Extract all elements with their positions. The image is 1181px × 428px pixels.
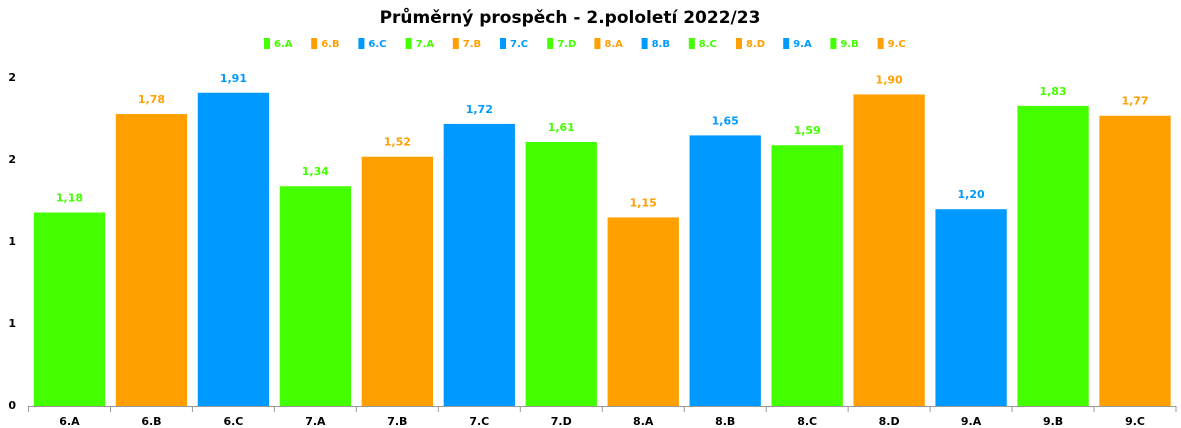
legend-label: 7.A	[416, 39, 435, 50]
bar	[1017, 105, 1089, 406]
bar	[361, 156, 433, 406]
y-tick-label: 2	[8, 71, 16, 84]
legend-swatch	[877, 38, 884, 49]
data-label: 1,78	[138, 93, 165, 106]
legend-swatch	[405, 38, 412, 49]
x-tick-label: 7.D	[551, 415, 572, 428]
y-tick-label: 1	[8, 317, 16, 330]
y-tick-label: 1	[8, 235, 16, 248]
data-label: 1,72	[466, 103, 493, 116]
bar	[607, 217, 679, 406]
data-label: 1,65	[712, 114, 739, 127]
legend-swatch	[311, 38, 318, 49]
bar	[771, 145, 843, 407]
data-label: 1,77	[1121, 95, 1148, 108]
legend-label: 9.C	[888, 39, 906, 50]
x-tick-label: 7.C	[469, 415, 489, 428]
legend-swatch	[358, 38, 365, 49]
legend-label: 6.C	[368, 39, 386, 50]
bar	[853, 94, 925, 407]
data-label: 1,61	[548, 121, 575, 134]
legend-swatch	[641, 38, 648, 49]
bar	[279, 186, 352, 406]
legend-label: 6.B	[321, 39, 339, 50]
x-tick-label: 9.B	[1043, 415, 1063, 428]
data-label: 1,18	[56, 191, 83, 204]
data-label: 1,59	[794, 124, 821, 137]
legend-swatch	[452, 38, 459, 49]
legend-label: 9.B	[840, 39, 858, 50]
bar	[935, 209, 1007, 406]
legend-label: 9.A	[793, 39, 812, 50]
legend-swatch	[500, 38, 506, 49]
bar	[33, 212, 106, 406]
chart-title: Průměrný prospěch - 2.pololetí 2022/23	[380, 6, 761, 28]
legend-label: 8.B	[652, 39, 670, 50]
legend-swatch	[594, 38, 601, 49]
data-label: 1,34	[302, 165, 329, 178]
legend-swatch	[783, 38, 790, 49]
bar	[443, 123, 515, 407]
legend-label: 6.A	[274, 39, 293, 50]
x-tick-label: 8.A	[633, 415, 654, 428]
x-tick-label: 6.B	[141, 415, 161, 428]
bar	[525, 141, 597, 406]
x-tick-label: 6.A	[59, 415, 80, 428]
bar	[689, 135, 761, 406]
legend-swatch	[547, 38, 554, 49]
data-label: 1,52	[384, 136, 411, 149]
data-label: 1,83	[1039, 85, 1066, 98]
data-label: 1,91	[220, 72, 247, 85]
legend-swatch	[688, 38, 695, 49]
legend-label: 7.D	[557, 39, 576, 50]
legend-label: 7.B	[463, 39, 481, 50]
x-tick-label: 8.B	[715, 415, 735, 428]
x-tick-label: 8.D	[879, 415, 900, 428]
legend-label: 8.A	[604, 39, 623, 50]
data-label: 1,15	[630, 196, 657, 209]
data-label: 1,20	[958, 188, 985, 201]
legend-label: 7.C	[510, 39, 528, 50]
legend-swatch	[736, 38, 742, 49]
y-tick-label: 2	[8, 153, 16, 166]
x-tick-label: 8.C	[797, 415, 817, 428]
x-tick-label: 7.A	[305, 415, 326, 428]
x-tick-label: 6.C	[223, 415, 243, 428]
x-tick-label: 9.A	[961, 415, 982, 428]
legend-label: 8.D	[746, 39, 765, 50]
x-tick-label: 9.C	[1125, 415, 1145, 428]
legend-swatch	[264, 38, 270, 49]
y-tick-label: 0	[8, 399, 16, 412]
x-tick-label: 7.B	[387, 415, 407, 428]
bar	[115, 114, 188, 406]
legend-label: 8.C	[699, 39, 717, 50]
data-label: 1,90	[876, 73, 903, 86]
bar	[197, 92, 270, 406]
legend-swatch	[830, 38, 837, 49]
bar	[1099, 115, 1171, 406]
